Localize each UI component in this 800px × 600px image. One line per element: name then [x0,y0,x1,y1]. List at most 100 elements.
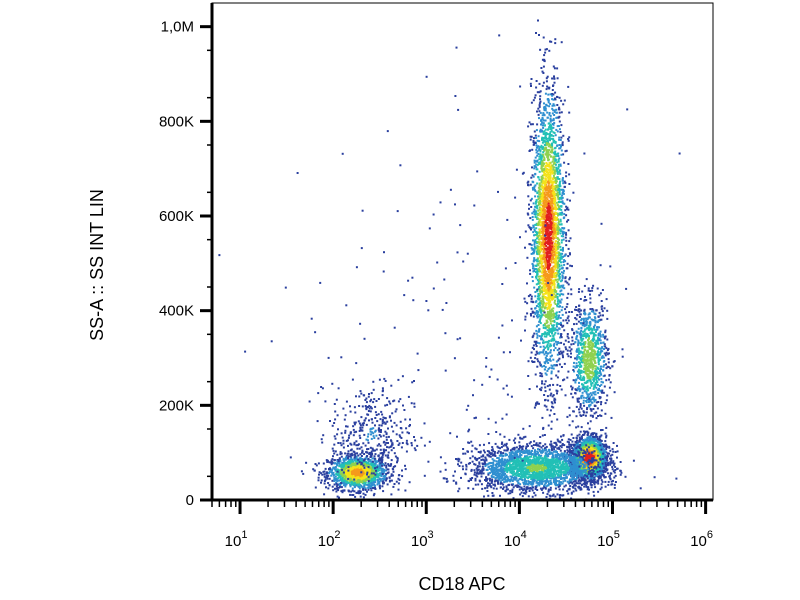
data-point [539,202,542,205]
data-point [571,388,574,391]
data-point [363,484,366,487]
data-point [331,485,334,488]
data-point [552,169,555,172]
data-point [555,389,558,392]
data-point [546,219,549,222]
data-point [547,246,550,249]
data-point [535,148,538,151]
data-point [561,275,564,278]
data-point [542,112,545,115]
data-point [524,230,527,233]
data-point [339,485,341,488]
data-point [543,185,546,187]
data-point [380,424,383,427]
data-point [546,176,549,179]
data-point [387,454,390,457]
data-point [539,100,542,103]
data-point [556,224,559,227]
data-point [554,232,557,235]
data-point [552,307,555,310]
data-point [366,473,368,476]
data-point [546,188,549,191]
data-point [548,263,551,266]
data-point [399,420,402,423]
data-point [536,222,539,225]
data-point [544,324,547,327]
data-point [578,308,581,311]
data-point [550,129,553,132]
data-point [387,442,389,444]
data-point [355,464,358,467]
data-point [552,174,555,177]
data-point [548,171,551,174]
data-point [382,481,385,484]
data-point [559,232,562,235]
data-point [560,197,563,200]
data-point [377,479,380,482]
data-point [375,414,378,416]
data-point [552,151,555,154]
data-point [374,424,376,427]
data-point [576,354,579,357]
data-point [554,229,557,231]
data-point [544,196,547,199]
data-point [555,153,558,156]
data-point [335,473,338,476]
data-point [550,317,553,320]
data-point [538,237,541,240]
data-point [549,146,552,149]
data-point [535,205,538,208]
data-point [547,181,550,184]
data-point [535,350,538,353]
data-point [551,281,554,284]
data-point [349,477,352,480]
data-point [543,159,546,162]
data-point [545,175,548,178]
data-point [554,299,556,302]
data-point [374,464,377,467]
data-point [556,418,559,421]
data-point [557,332,560,335]
data-point [341,462,344,464]
data-point [336,477,339,480]
data-point [547,145,550,148]
data-point [541,153,544,156]
data-point [537,262,540,265]
data-point [535,315,538,317]
data-point [532,188,534,191]
data-point [538,34,540,36]
data-point [548,414,551,417]
data-point [370,392,373,395]
data-point [352,467,355,469]
data-point [554,177,557,179]
data-point [578,397,581,400]
data-point [342,466,344,468]
data-point [549,355,552,358]
data-point [539,248,542,251]
data-point [342,446,345,449]
data-point [548,234,551,237]
data-point [584,334,587,337]
data-point [550,164,553,167]
data-point [367,470,370,473]
data-point [565,244,568,247]
data-point [558,189,561,192]
data-point [554,303,557,305]
data-point [356,462,359,465]
data-point [364,399,367,401]
data-point [331,424,334,427]
data-point [575,322,578,325]
data-point [540,264,543,267]
data-point [577,400,580,403]
data-point [536,192,539,195]
data-point [558,136,561,139]
data-point [556,304,558,307]
data-point [546,385,549,388]
data-point [568,406,571,409]
data-point [332,474,335,476]
data-point [534,223,537,226]
data-point [552,339,555,342]
data-point [545,133,548,136]
data-point [380,429,382,431]
data-point [542,232,545,235]
